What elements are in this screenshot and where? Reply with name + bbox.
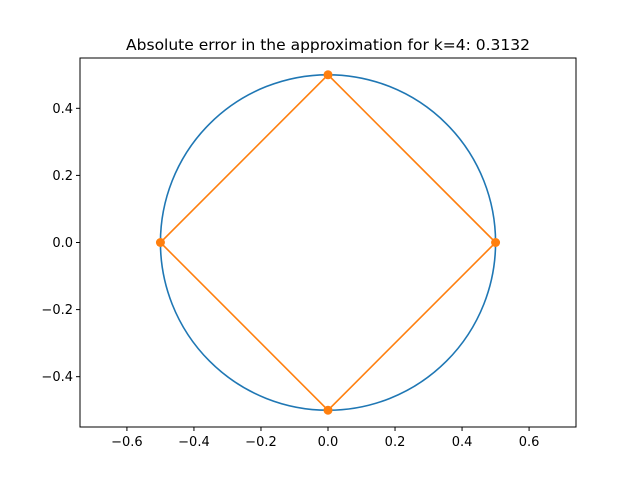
polygon-vertex-marker xyxy=(323,70,333,80)
x-tick-label: 0.6 xyxy=(519,435,540,450)
x-tick-label: −0.6 xyxy=(111,435,143,450)
x-tick-label: 0.0 xyxy=(318,435,339,450)
y-tick-label: −0.4 xyxy=(41,370,73,385)
x-tick-label: −0.4 xyxy=(178,435,210,450)
y-axis: −0.4 −0.2 0.0 0.2 0.4 xyxy=(41,102,80,385)
axes-frame xyxy=(79,57,577,428)
y-tick-label: 0.4 xyxy=(52,102,73,117)
polygon-vertex-marker xyxy=(155,238,165,247)
x-tick-label: 0.4 xyxy=(452,435,473,450)
polygon-vertex-marker xyxy=(491,238,501,247)
polygon-vertex-marker xyxy=(323,405,333,415)
y-tick-label: 0.0 xyxy=(52,236,73,251)
x-tick-label: −0.2 xyxy=(245,435,277,450)
chart-title: Absolute error in the approximation for … xyxy=(126,36,530,54)
y-tick-label: 0.2 xyxy=(52,169,73,184)
circle-series-line xyxy=(159,73,497,412)
x-tick-label: 0.2 xyxy=(385,435,406,450)
x-axis: −0.6 −0.4 −0.2 0.0 0.2 0.4 0.6 xyxy=(111,427,539,450)
polygon-series-line xyxy=(159,73,497,412)
plot-area xyxy=(155,70,501,415)
y-tick-label: −0.2 xyxy=(41,303,73,318)
